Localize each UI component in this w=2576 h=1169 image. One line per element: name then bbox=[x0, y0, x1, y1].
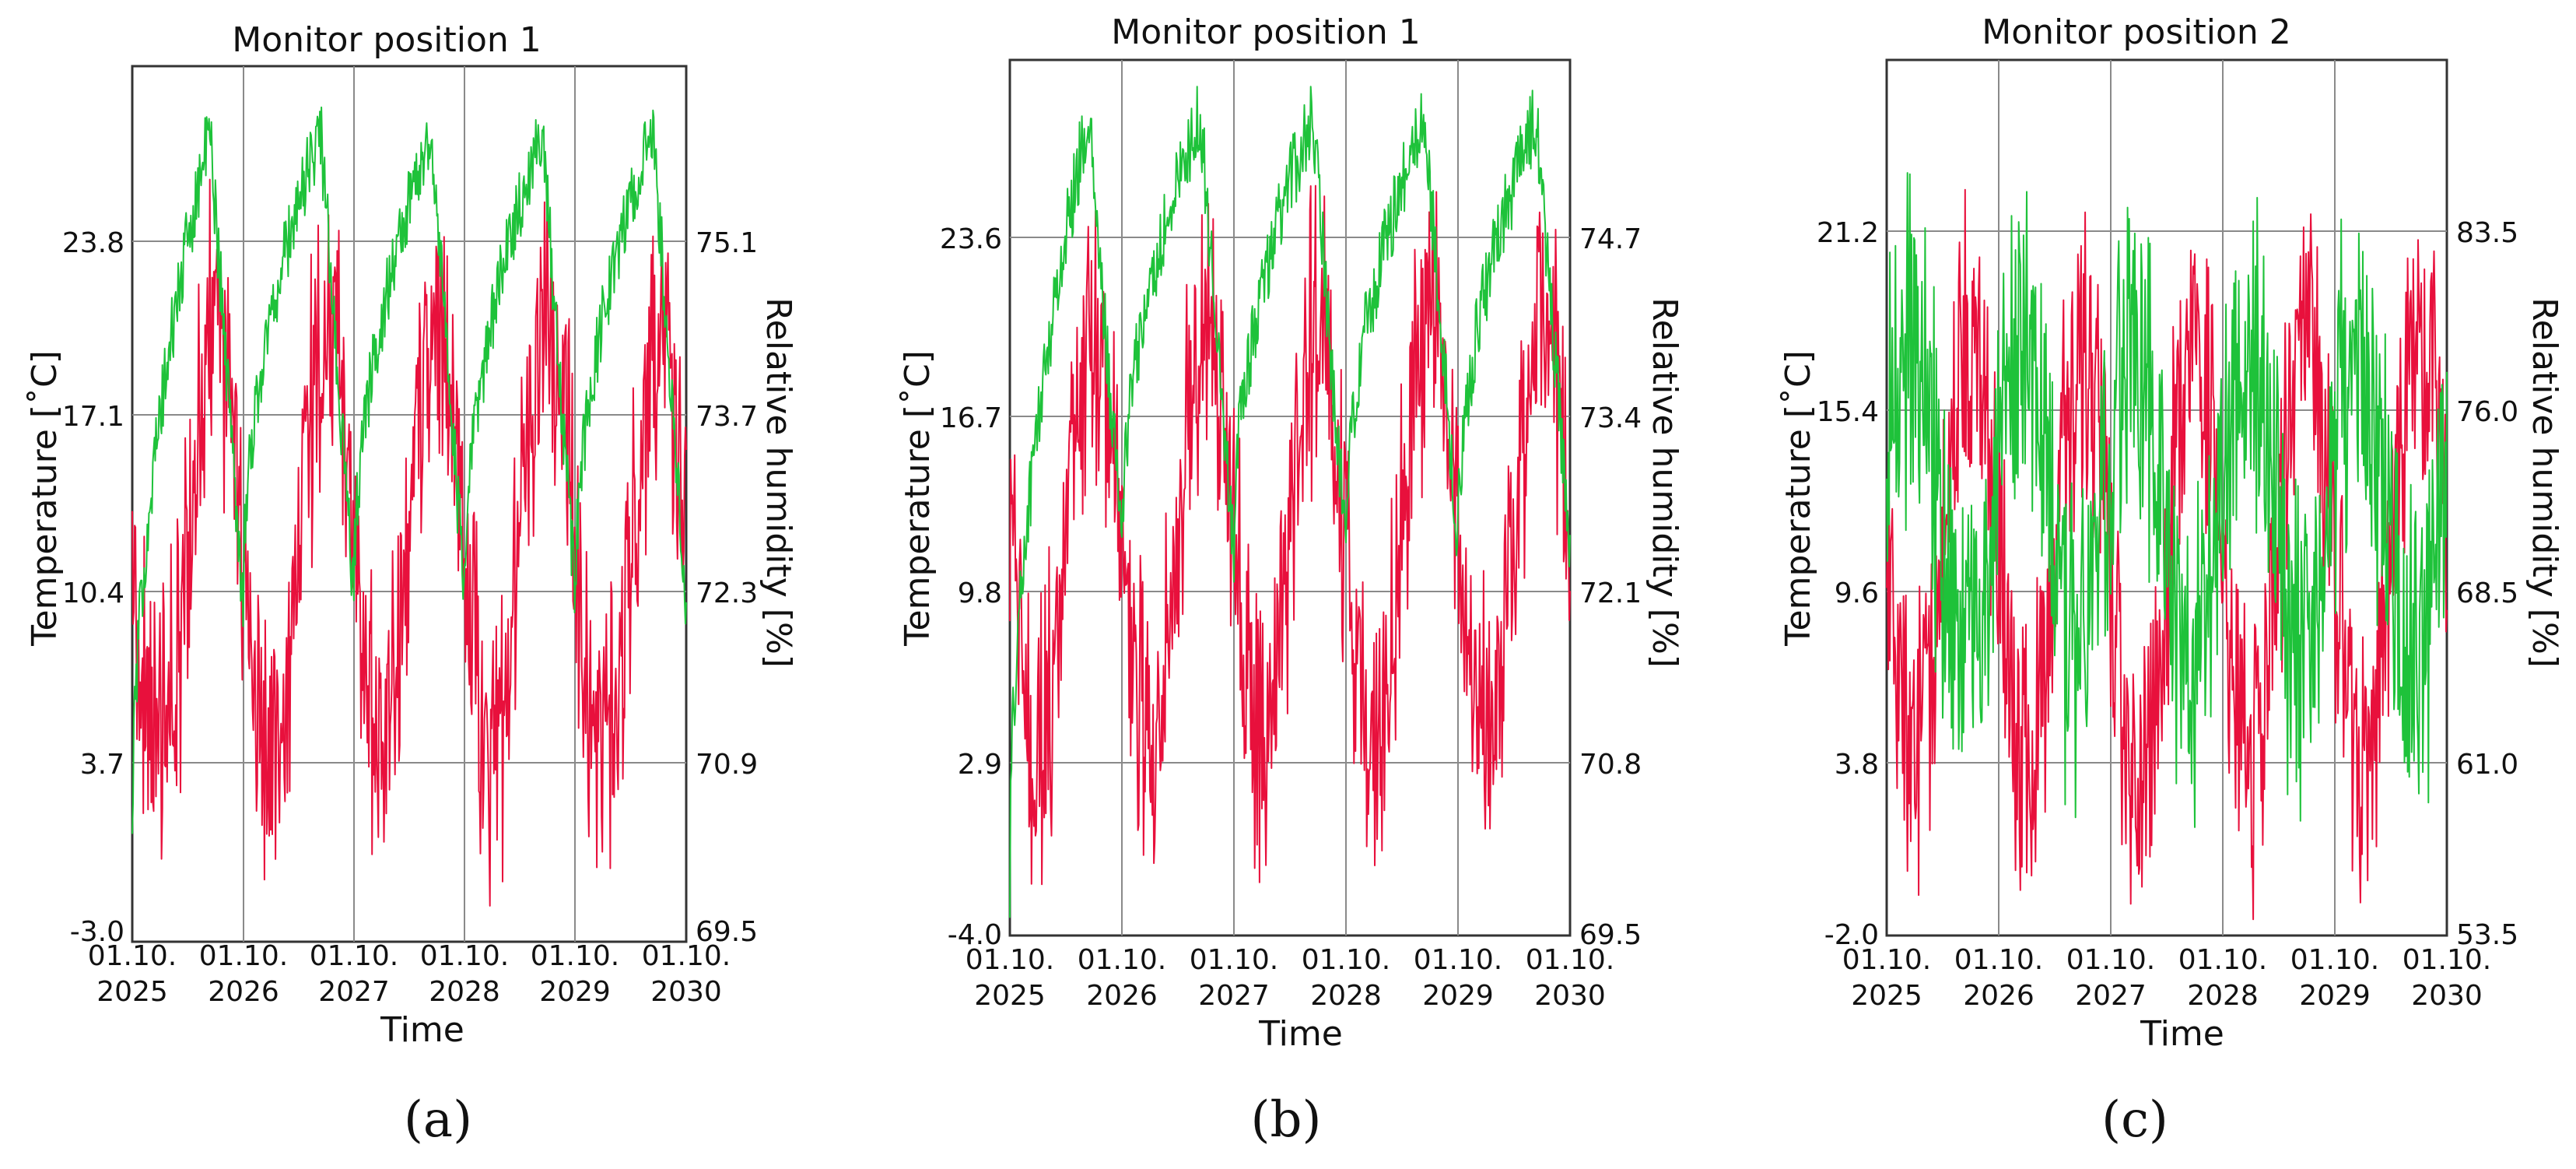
chart-panel-b: Monitor position 1 -4.0 2.9 9.8 16.7 23.6 69.… bbox=[898, 12, 1684, 1054]
y2-axis-label: Relative humidity [%] bbox=[1645, 297, 1684, 668]
x-tick-label-year: 2029 bbox=[1422, 980, 1494, 1012]
x-tick-label-date: 01.10. bbox=[2290, 944, 2380, 976]
x-tick-label-year: 2030 bbox=[1534, 980, 1606, 1012]
x-tick-label-year: 2025 bbox=[96, 976, 168, 1008]
panel-label-c: (c) bbox=[2101, 1091, 2168, 1149]
x-tick-label-date: 01.10. bbox=[310, 940, 399, 972]
x-tick-label-year: 2027 bbox=[1198, 980, 1270, 1012]
humidity-series-line bbox=[131, 106, 687, 834]
y-tick-label: 2.9 bbox=[958, 749, 1002, 781]
x-tick-label-date: 01.10. bbox=[199, 940, 289, 972]
x-tick-label-date: 01.10. bbox=[1078, 944, 1167, 976]
y2-tick-label: 75.1 bbox=[696, 227, 758, 259]
x-tick-label-date: 01.10. bbox=[1302, 944, 1391, 976]
y2-tick-label: 61.0 bbox=[2456, 749, 2518, 781]
y-tick-label: 3.7 bbox=[80, 749, 124, 781]
y-tick-label: -3.0 bbox=[70, 916, 124, 948]
humidity-series-line bbox=[1886, 172, 2448, 828]
x-tick-label-year: 2030 bbox=[650, 976, 722, 1008]
x-tick-label-year: 2027 bbox=[318, 976, 390, 1008]
y2-tick-label: 70.9 bbox=[696, 749, 758, 781]
x-tick-label-date: 01.10. bbox=[420, 940, 510, 972]
plot-area: -3.0 3.7 10.4 17.1 23.8 69.5 70.9 72.3 73.7 75.1 0… bbox=[62, 65, 758, 1008]
y-axis-label: Temperature [˚C] bbox=[898, 350, 938, 647]
y-tick-label: 16.7 bbox=[940, 402, 1002, 434]
x-tick-label-year: 2027 bbox=[2075, 980, 2147, 1012]
x-tick-label-date: 01.10. bbox=[1842, 944, 1932, 976]
x-tick-label-date: 01.10. bbox=[1190, 944, 1279, 976]
y2-tick-label: 70.8 bbox=[1579, 749, 1642, 781]
y-tick-label: -4.0 bbox=[948, 919, 1002, 951]
x-tick-label-year: 2025 bbox=[1851, 980, 1922, 1012]
y-axis-label: Temperature [˚C] bbox=[25, 350, 65, 647]
x-tick-label-year: 2028 bbox=[429, 976, 500, 1008]
y2-tick-label: 69.5 bbox=[1579, 919, 1642, 951]
x-tick-label-year: 2028 bbox=[1310, 980, 1382, 1012]
chart-panel-a: Monitor position 1 -3.0 3.7 10.4 17.1 23.8 69… bbox=[25, 20, 798, 1050]
x-tick-label-year: 2026 bbox=[1963, 980, 2035, 1012]
x-tick-label-date: 01.10. bbox=[1526, 944, 1615, 976]
y-tick-label: 9.8 bbox=[958, 577, 1002, 609]
y2-tick-label: 83.5 bbox=[2456, 217, 2518, 249]
x-tick-label-year: 2026 bbox=[1086, 980, 1158, 1012]
x-tick-label-year: 2028 bbox=[2187, 980, 2259, 1012]
x-tick-label-date: 01.10. bbox=[1954, 944, 2044, 976]
y2-tick-label: 73.4 bbox=[1579, 402, 1642, 434]
y2-tick-label: 72.1 bbox=[1579, 577, 1642, 609]
y-tick-label: 10.4 bbox=[62, 577, 124, 609]
y2-tick-label: 68.5 bbox=[2456, 577, 2518, 609]
x-tick-label-year: 2030 bbox=[2411, 980, 2483, 1012]
y2-axis-label: Relative humidity [%] bbox=[759, 297, 798, 668]
x-axis-label: Time bbox=[2140, 1014, 2224, 1054]
y2-axis-label: Relative humidity [%] bbox=[2525, 297, 2564, 668]
x-axis-label: Time bbox=[1258, 1014, 1343, 1054]
panel-label-b: (b) bbox=[1250, 1091, 1322, 1149]
y-tick-label: 9.6 bbox=[1835, 577, 1879, 609]
x-tick-label-year: 2026 bbox=[208, 976, 279, 1008]
y2-tick-label: 72.3 bbox=[696, 577, 758, 609]
y2-tick-label: 53.5 bbox=[2456, 919, 2518, 951]
y2-tick-label: 73.7 bbox=[696, 401, 758, 433]
humidity-series-line bbox=[1009, 86, 1571, 918]
chart-panel-c: Monitor position 2 -2.0 3.8 9.6 15.4 21.2 53.… bbox=[1779, 12, 2564, 1054]
x-tick-label-date: 01.10. bbox=[2403, 944, 2492, 976]
x-tick-label-year: 2029 bbox=[2299, 980, 2371, 1012]
x-tick-label-date: 01.10. bbox=[966, 944, 1055, 976]
y-tick-label: 15.4 bbox=[1817, 396, 1879, 428]
y-tick-label: 21.2 bbox=[1817, 217, 1879, 249]
x-axis-label: Time bbox=[380, 1010, 464, 1050]
y2-tick-label: 74.7 bbox=[1579, 223, 1642, 255]
y-tick-label: 3.8 bbox=[1835, 749, 1879, 781]
y2-tick-label: 69.5 bbox=[696, 916, 758, 948]
y-tick-label: 23.8 bbox=[62, 227, 124, 259]
y-tick-label: 17.1 bbox=[62, 401, 124, 433]
chart-title: Monitor position 2 bbox=[1982, 12, 2291, 52]
x-tick-label-date: 01.10. bbox=[88, 940, 177, 972]
y-tick-label: -2.0 bbox=[1824, 919, 1879, 951]
x-tick-label-year: 2029 bbox=[539, 976, 611, 1008]
panel-label-a: (a) bbox=[403, 1091, 473, 1149]
y-axis-label: Temperature [˚C] bbox=[1779, 350, 1818, 647]
x-tick-label-date: 01.10. bbox=[1414, 944, 1503, 976]
x-tick-label-date: 01.10. bbox=[531, 940, 620, 972]
plot-area: -4.0 2.9 9.8 16.7 23.6 69.5 70.8 72.1 73.4 74.7 01… bbox=[940, 58, 1642, 1012]
x-tick-label-date: 01.10. bbox=[642, 940, 731, 972]
x-tick-label-year: 2025 bbox=[974, 980, 1046, 1012]
x-tick-label-date: 01.10. bbox=[2178, 944, 2268, 976]
temperature-series-line bbox=[1886, 188, 2448, 921]
x-tick-label-date: 01.10. bbox=[2066, 944, 2156, 976]
y2-tick-label: 76.0 bbox=[2456, 396, 2518, 428]
chart-title: Monitor position 1 bbox=[1111, 12, 1421, 52]
y-tick-label: 23.6 bbox=[940, 223, 1002, 255]
chart-title: Monitor position 1 bbox=[232, 20, 541, 60]
plot-area: -2.0 3.8 9.6 15.4 21.2 53.5 61.0 68.5 76.0 83.5 01… bbox=[1817, 58, 2518, 1012]
